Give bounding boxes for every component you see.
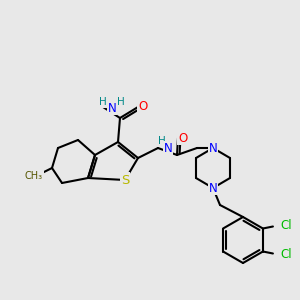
Text: Cl: Cl (280, 248, 292, 261)
Text: N: N (108, 101, 116, 115)
Text: H: H (99, 97, 107, 107)
Text: Cl: Cl (280, 219, 292, 232)
Text: N: N (208, 142, 217, 154)
Text: O: O (178, 131, 188, 145)
Text: N: N (208, 182, 217, 194)
Text: H: H (158, 136, 166, 146)
Text: N: N (164, 142, 172, 154)
Text: S: S (121, 173, 129, 187)
Text: O: O (138, 100, 148, 113)
Text: H: H (117, 97, 125, 107)
Text: CH₃: CH₃ (25, 171, 43, 181)
